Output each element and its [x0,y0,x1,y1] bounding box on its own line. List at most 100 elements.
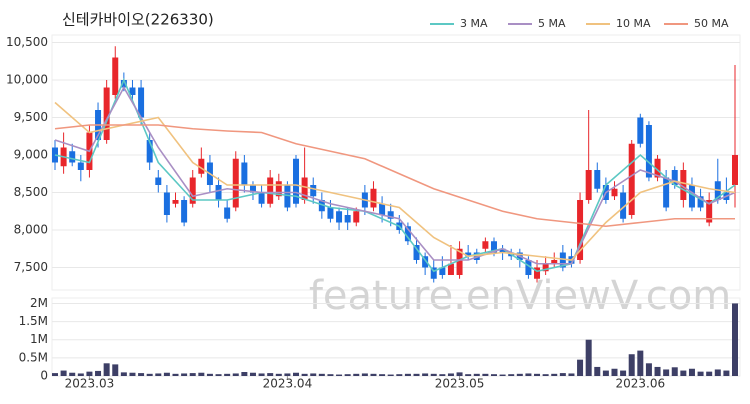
candle-body [482,241,489,249]
volume-bar [680,370,687,376]
volume-bar [611,368,618,376]
candle-body [447,263,454,275]
volume-bar [95,370,102,376]
candle-body [327,207,334,219]
y-tick-label: 9,500 [14,110,48,124]
volume-bar [69,372,76,376]
volume-bar [189,373,196,376]
volume-bar [568,373,575,376]
candle-body [706,200,713,223]
volume-bar [284,373,291,376]
volume-bar [275,373,282,376]
y-tick-label: 8,000 [14,223,48,237]
legend-label: 50 MA [694,17,729,30]
chart-title: 신테카바이오(226330) [62,11,214,29]
candle-body [637,117,644,144]
candle-body [310,185,317,197]
candle-body [542,263,549,272]
candle-body [697,196,704,208]
volume-bar [232,373,239,376]
volume-bar [387,374,394,376]
candle-body [189,177,196,204]
candle-body [275,181,282,197]
volume-bar [714,369,721,376]
volume-bar [671,367,678,376]
legend-label: 5 MA [538,17,566,30]
candle-body [353,211,360,223]
volume-bar [620,370,627,376]
volume-bar [224,373,231,376]
ma-line [54,77,736,273]
candle-body [422,256,429,268]
candle-body [284,185,291,208]
candle-body [69,151,76,163]
volume-bar [215,374,222,376]
volume-bar [198,372,205,376]
volume-bar [163,372,170,376]
volume-bar [267,373,274,376]
y-tick-label: 10,000 [6,73,48,87]
volume-bar [396,374,403,376]
volume-bar [318,373,325,376]
volume-bar [447,373,454,376]
volume-bar [645,363,652,376]
candle-body [387,211,394,219]
volume-bar [430,373,437,376]
candle-body [224,207,231,219]
volume-bar [516,373,523,376]
volume-bar [327,374,334,376]
volume-bar [637,350,644,376]
x-tick-label: 2023.06 [616,377,666,391]
candle-body [318,200,325,212]
candle-body [585,170,592,200]
volume-bar [688,368,695,376]
volume-bar [120,372,127,376]
volume-bar [52,373,58,376]
candle-body [525,260,532,275]
volume-bar [542,374,549,376]
candle-body [258,192,265,204]
volume-bar [155,373,162,376]
x-tick-label: 2023.05 [435,377,485,391]
volume-bar [732,303,738,376]
candle-body [232,158,239,208]
candle-body [404,226,411,242]
candle-body [293,158,300,204]
legend-label: 3 MA [460,17,488,30]
ma-line [54,101,736,261]
volume-bar [146,373,153,376]
volume-bar [361,373,368,376]
candle-body [413,245,420,260]
volume-bar [206,373,213,376]
volume-bar [310,373,317,376]
volume-bar [258,373,265,376]
candle-body [241,162,248,185]
volume-bar [129,372,136,376]
ma-line [54,124,735,228]
volume-bar [181,373,188,376]
volume-tick-label: 0 [40,369,48,383]
candle-body [663,177,670,208]
candle-body [103,87,110,140]
y-tick-label: 7,500 [14,260,48,274]
candle-body [732,155,738,185]
volume-bar [508,374,515,376]
volume-bar [60,370,67,376]
volume-bar [413,373,420,376]
volume-tick-label: 1.5M [19,314,48,328]
candle-body [198,158,205,174]
candle-body [215,185,222,200]
volume-bar [336,374,343,376]
candle-body [370,188,377,208]
volume-bar [439,374,446,376]
candle-body [671,170,678,185]
candle-body [559,252,566,268]
candle-body [620,192,627,219]
watermark: feature.enViewV.com [309,273,731,319]
candle-body [77,162,84,170]
y-tick-label: 8,500 [14,185,48,199]
volume-bar [353,373,360,376]
candle-body [680,170,687,200]
volume-bar [465,374,472,376]
legend-label: 10 MA [616,17,651,30]
